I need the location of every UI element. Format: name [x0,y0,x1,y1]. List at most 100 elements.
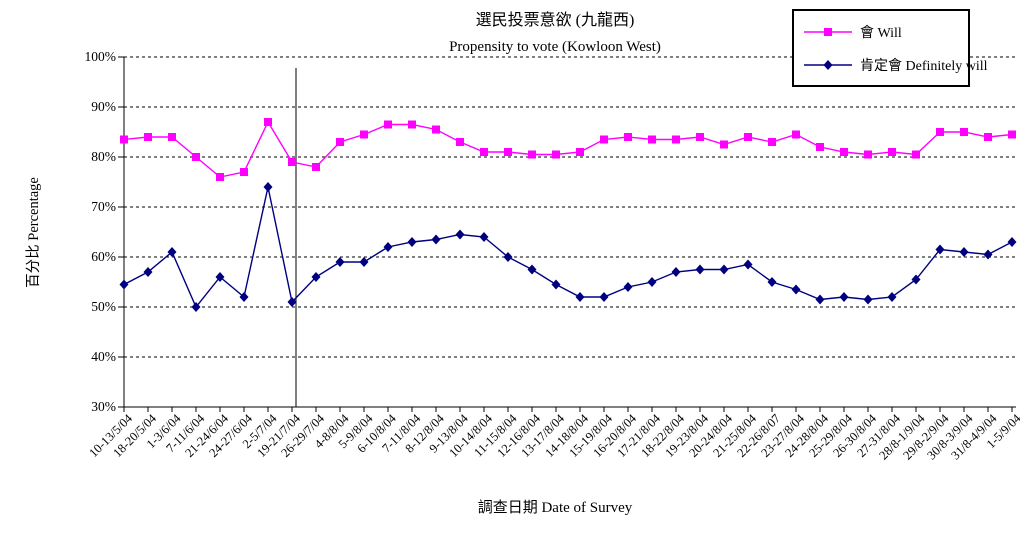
data-point-marker [695,264,705,275]
data-point-marker [168,133,176,141]
legend-label: 肯定會 Definitely will [860,58,988,74]
data-point-marker [479,232,489,242]
y-axis-title: 百分比 Percentage [26,177,42,288]
data-point-marker [720,140,728,149]
data-point-marker [839,292,849,302]
data-point-marker [240,168,248,176]
data-point-marker [120,135,128,144]
data-point-marker [143,267,153,277]
data-point-marker [504,148,512,156]
data-point-marker [911,274,921,285]
data-point-marker [743,259,753,270]
y-tick-label: 100% [84,49,117,64]
series-line [123,120,1013,178]
data-point-marker [264,118,272,126]
gridlines [124,56,1016,358]
data-point-marker [936,128,944,136]
legend-marker-diamond [804,59,852,70]
data-point-marker [576,148,584,156]
data-point-marker [119,279,129,290]
legend-item-will: 會 Will [804,22,968,42]
data-point-marker [408,120,416,129]
data-point-marker [575,292,585,302]
data-point-marker [407,237,417,247]
data-point-marker [863,294,873,305]
data-point-marker [935,244,945,255]
data-point-marker [624,133,632,141]
data-point-marker [648,135,656,144]
chart-title-en: Propensity to vote (Kowloon West) [449,39,661,55]
y-tick-label: 40% [91,349,116,364]
data-point-marker [311,272,321,282]
data-point-marker [984,133,992,141]
series-will [120,118,1016,181]
data-point-marker [432,125,440,134]
data-point-marker [960,128,968,136]
legend-sample-marker [824,27,832,36]
data-point-marker [384,120,392,129]
data-point-marker [767,277,777,287]
data-point-marker [383,242,393,252]
data-point-marker [144,133,152,141]
data-point-marker [599,292,609,302]
legend-marker-square [804,27,852,36]
data-point-marker [983,249,993,260]
series-definitely-will [119,182,1017,312]
data-point-marker [959,247,969,257]
y-tick-label: 30% [91,399,116,414]
data-point-marker [816,143,824,151]
data-point-marker [551,279,561,290]
y-tick-label: 50% [91,299,116,314]
chart-title-zh: 選民投票意欲 (九龍西) [475,12,635,29]
data-point-marker [1008,130,1016,139]
data-point-marker [360,130,368,139]
data-point-marker [719,264,729,275]
data-point-marker [647,277,657,287]
data-point-marker [744,133,752,141]
legend: 會 Will 肯定會 Definitely will [792,9,988,87]
legend-sample-marker [823,59,833,70]
data-point-marker [840,148,848,156]
data-point-marker [672,135,680,144]
data-point-marker [456,138,464,146]
data-point-marker [528,150,536,159]
data-point-marker [864,150,872,159]
data-point-marker [312,163,320,171]
data-point-marker [239,292,249,302]
data-point-marker [335,257,345,267]
data-point-marker [1007,237,1017,247]
data-point-marker [263,182,273,192]
y-tick-label: 70% [91,199,116,214]
data-point-marker [527,264,537,275]
legend-label: 會 Will [860,25,902,41]
y-tick-label: 80% [91,149,116,164]
data-point-marker [215,272,225,282]
y-tick-label: 90% [91,99,116,114]
data-point-marker [216,173,224,181]
data-point-marker [696,133,704,141]
data-point-marker [623,282,633,292]
data-point-marker [503,252,513,262]
data-point-marker [191,302,201,312]
data-point-marker [167,247,177,257]
data-point-marker [792,130,800,139]
legend-item-definitely-will: 肯定會 Definitely will [804,55,988,75]
data-point-marker [768,138,776,146]
data-point-marker [888,148,896,156]
data-point-marker [600,135,608,144]
data-point-marker [791,284,801,295]
series-line [123,186,1013,309]
data-point-marker [887,292,897,302]
data-point-marker [455,229,465,240]
y-tick-label: 60% [91,249,116,264]
x-ticks [123,407,1013,412]
data-point-marker [359,257,369,267]
data-point-marker [912,150,920,159]
data-point-marker [288,158,296,166]
data-point-marker [287,297,297,307]
y-ticks [118,56,124,408]
data-point-marker [671,267,681,277]
data-point-marker [192,153,200,161]
